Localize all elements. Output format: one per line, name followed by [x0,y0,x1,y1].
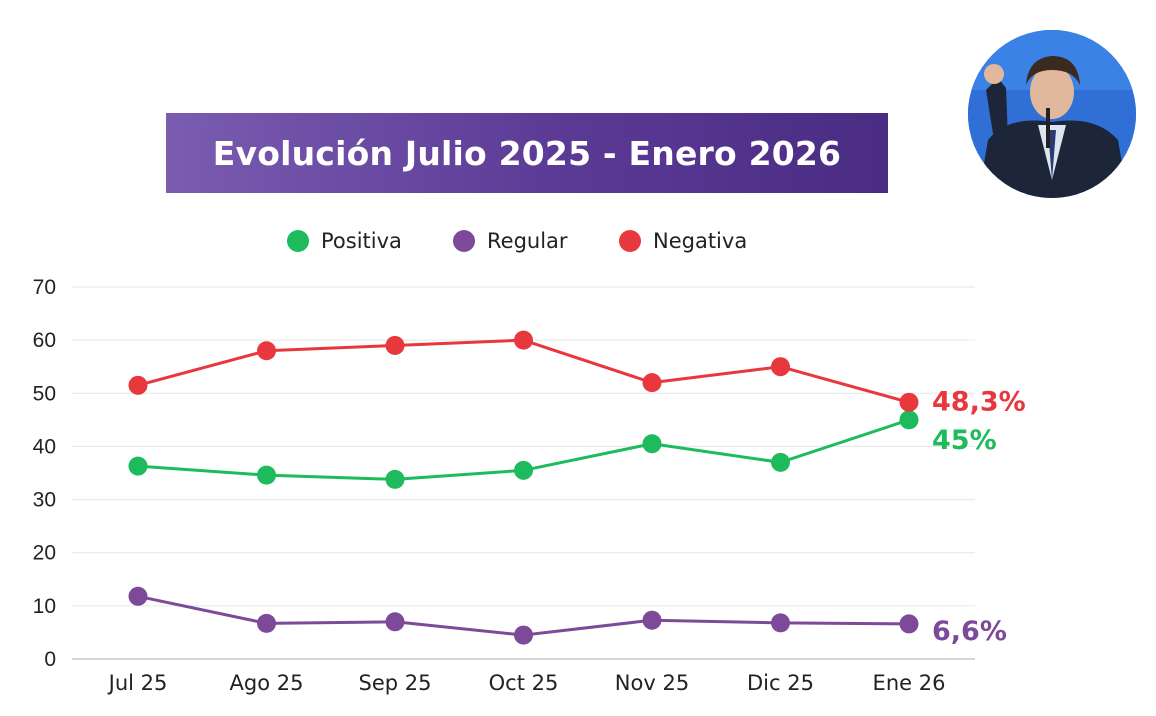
data-point-negativa [642,373,662,393]
data-point-regular [514,625,533,645]
y-tick-label: 50 [33,382,56,405]
data-point-regular [128,586,148,606]
data-point-regular [257,613,276,633]
data-point-positiva [642,434,662,454]
data-point-positiva [128,456,148,476]
legend-marker-regular [453,230,475,252]
x-tick-label: Dic 25 [747,671,814,695]
data-point-regular [385,612,405,632]
x-tick-label: Nov 25 [615,671,689,695]
data-point-negativa [514,330,533,350]
x-tick-label: Jul 25 [107,671,168,695]
end-label-positiva: 45% [932,425,997,456]
data-point-negativa [128,375,148,395]
data-point-negativa [385,335,405,355]
data-point-negativa [257,341,276,361]
chart-title: Evolución Julio 2025 - Enero 2026 [166,113,888,193]
y-tick-label: 0 [44,648,56,671]
y-tick-label: 40 [33,435,56,458]
data-point-regular [771,613,790,633]
y-tick-label: 20 [33,542,56,565]
data-point-positiva [257,465,276,485]
x-tick-label: Ene 26 [873,671,946,695]
data-point-regular [899,614,919,634]
legend-label-negativa: Negativa [653,229,747,253]
end-labels: 45% 6,6% 48,3% [932,386,1026,647]
legend-label-regular: Regular [487,229,568,253]
x-tick-label: Ago 25 [230,671,304,695]
end-label-negativa: 48,3% [932,386,1026,417]
end-label-regular: 6,6% [932,616,1007,647]
data-point-positiva [514,460,533,480]
data-point-regular [642,610,662,630]
data-point-negativa [899,392,919,412]
y-axis: 0 10 20 30 40 50 60 70 [33,276,56,671]
x-tick-label: Oct 25 [489,671,559,695]
legend: Positiva Regular Negativa [287,229,747,253]
y-tick-label: 10 [33,595,56,618]
data-point-positiva [771,452,790,472]
data-point-positiva [899,410,919,430]
data-point-positiva [385,469,405,489]
series [128,330,919,645]
data-point-negativa [771,357,790,377]
y-tick-label: 30 [33,489,56,512]
legend-label-positiva: Positiva [321,229,402,253]
speaker-photo-icon [968,30,1136,198]
x-axis: Jul 25 Ago 25 Sep 25 Oct 25 Nov 25 Dic 25 Ene … [107,671,946,695]
y-tick-label: 70 [33,276,56,299]
y-tick-label: 60 [33,329,56,352]
legend-marker-negativa [619,230,641,252]
legend-marker-positiva [287,230,309,252]
avatar [968,30,1136,198]
x-tick-label: Sep 25 [359,671,432,695]
grid [72,286,975,660]
